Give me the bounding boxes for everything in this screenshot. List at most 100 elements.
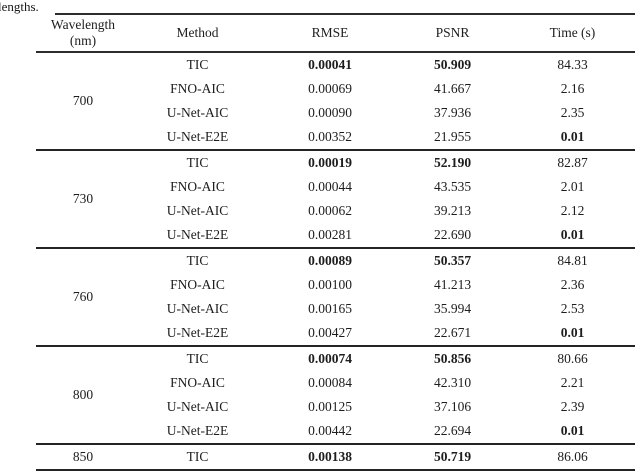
table-row: U-Net-E2E 0.00281 22.690 0.01 [36, 223, 635, 249]
psnr-cell: 21.955 [395, 125, 510, 151]
col-header-psnr: PSNR [395, 14, 510, 53]
method-cell: FNO-AIC [170, 277, 225, 292]
psnr-cell: 41.667 [433, 81, 472, 96]
rmse-cell: 0.00100 [308, 277, 352, 292]
method-cell: TIC [186, 57, 209, 72]
rmse-cell: 0.00442 [265, 419, 395, 445]
table-row: 700 TIC 0.00041 50.909 84.33 [36, 52, 635, 151]
table-row: 730 TIC 0.00019 52.190 82.87 [36, 150, 635, 249]
col-header-time: Time (s) [510, 14, 635, 53]
psnr-cell: 39.213 [433, 203, 472, 218]
table-row: 760 TIC 0.00089 50.357 84.81 [36, 248, 635, 347]
method-cell: FNO-AIC [170, 81, 225, 96]
time-cell: 2.36 [560, 277, 585, 292]
psnr-cell: 35.994 [433, 301, 472, 316]
rmse-cell: 0.00090 [308, 105, 352, 120]
time-cell: 84.81 [557, 253, 588, 268]
psnr-cell: 37.936 [433, 105, 472, 120]
psnr-cell: 52.190 [433, 155, 472, 170]
col-header-wavelength: Wavelength (nm) [36, 14, 130, 53]
rmse-cell: 0.00074 [308, 351, 352, 366]
method-cell: U-Net-AIC [166, 301, 229, 316]
method-cell: TIC [130, 444, 265, 471]
time-cell: 82.87 [557, 155, 588, 170]
time-cell: 2.16 [560, 81, 585, 96]
table-row: U-Net-AIC 0.00062 39.213 2.12 [36, 199, 635, 223]
wavelength-cell: 800 [36, 346, 130, 445]
wavelength-cell: 850 [36, 444, 130, 471]
method-cell: FNO-AIC [170, 375, 225, 390]
rmse-cell: 0.00165 [308, 301, 352, 316]
rmse-cell: 0.00125 [308, 399, 352, 414]
table-row: 850 TIC 0.00138 50.719 86.06 [36, 444, 635, 471]
method-cell: TIC [186, 351, 209, 366]
col-header-wavelength-line1: Wavelength [50, 16, 116, 32]
rmse-cell: 0.00352 [265, 125, 395, 151]
time-cell: 0.01 [510, 321, 635, 347]
time-cell: 2.39 [560, 399, 585, 414]
col-header-wavelength-line2: (nm) [69, 32, 97, 48]
time-cell: 2.35 [560, 105, 585, 120]
method-cell: U-Net-E2E [130, 125, 265, 151]
psnr-cell: 50.357 [433, 253, 472, 268]
time-cell: 86.06 [510, 444, 635, 471]
method-cell: U-Net-E2E [130, 321, 265, 347]
method-cell: U-Net-E2E [130, 419, 265, 445]
method-cell: TIC [186, 253, 209, 268]
table-row: U-Net-AIC 0.00125 37.106 2.39 [36, 395, 635, 419]
psnr-cell: 37.106 [433, 399, 472, 414]
time-cell: 2.53 [560, 301, 585, 316]
caption-fragment: lengths. [0, 0, 39, 14]
method-cell: FNO-AIC [170, 179, 225, 194]
rmse-cell: 0.00427 [265, 321, 395, 347]
rmse-cell: 0.00062 [308, 203, 352, 218]
wavelength-cell: 760 [36, 248, 130, 347]
time-cell: 2.01 [560, 179, 585, 194]
method-cell: TIC [186, 155, 209, 170]
psnr-cell: 50.856 [433, 351, 472, 366]
psnr-cell: 22.690 [395, 223, 510, 249]
table-row: U-Net-AIC 0.00090 37.936 2.35 [36, 101, 635, 125]
psnr-cell: 42.310 [433, 375, 472, 390]
wavelength-cell: 700 [36, 52, 130, 151]
psnr-cell: 50.719 [395, 444, 510, 471]
table-row: FNO-AIC 0.00044 43.535 2.01 [36, 175, 635, 199]
psnr-cell: 50.909 [433, 57, 472, 72]
rmse-cell: 0.00281 [265, 223, 395, 249]
time-cell: 0.01 [510, 223, 635, 249]
time-cell: 2.12 [560, 203, 585, 218]
rmse-cell: 0.00089 [308, 253, 352, 268]
table-row: U-Net-E2E 0.00442 22.694 0.01 [36, 419, 635, 445]
table-row: FNO-AIC 0.00069 41.667 2.16 [36, 77, 635, 101]
col-header-method: Method [130, 14, 265, 53]
time-cell: 80.66 [557, 351, 588, 366]
psnr-cell: 22.671 [395, 321, 510, 347]
rmse-cell: 0.00041 [308, 57, 352, 72]
time-cell: 2.21 [560, 375, 585, 390]
rmse-cell: 0.00138 [265, 444, 395, 471]
table-row: U-Net-AIC 0.00165 35.994 2.53 [36, 297, 635, 321]
table-row: U-Net-E2E 0.00427 22.671 0.01 [36, 321, 635, 347]
time-cell: 0.01 [510, 125, 635, 151]
method-cell: U-Net-AIC [166, 203, 229, 218]
rmse-cell: 0.00084 [308, 375, 352, 390]
table-header: Wavelength (nm) Method RMSE PSNR Time (s… [36, 14, 635, 53]
method-cell: U-Net-AIC [166, 105, 229, 120]
method-cell: U-Net-E2E [130, 223, 265, 249]
wavelength-cell: 730 [36, 150, 130, 249]
results-table-body: 700 TIC 0.00041 50.909 84.33 FNO-AIC 0.00069 41… [36, 52, 635, 471]
rmse-cell: 0.00069 [308, 81, 352, 96]
col-header-rmse: RMSE [265, 14, 395, 53]
rmse-cell: 0.00019 [308, 155, 352, 170]
results-table: Wavelength (nm) Method RMSE PSNR Time (s… [36, 14, 635, 471]
psnr-cell: 41.213 [433, 277, 472, 292]
table-row: U-Net-E2E 0.00352 21.955 0.01 [36, 125, 635, 151]
header-row: Wavelength (nm) Method RMSE PSNR Time (s… [36, 14, 635, 53]
table-row: 800 TIC 0.00074 50.856 80.66 [36, 346, 635, 445]
psnr-cell: 43.535 [433, 179, 472, 194]
table-row: FNO-AIC 0.00084 42.310 2.21 [36, 371, 635, 395]
rmse-cell: 0.00044 [308, 179, 352, 194]
time-cell: 84.33 [557, 57, 588, 72]
psnr-cell: 22.694 [395, 419, 510, 445]
